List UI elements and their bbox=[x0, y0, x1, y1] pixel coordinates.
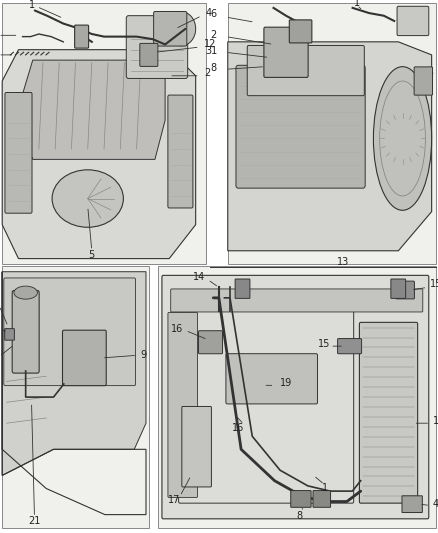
Text: 15: 15 bbox=[318, 340, 331, 349]
FancyBboxPatch shape bbox=[247, 45, 364, 96]
FancyBboxPatch shape bbox=[63, 330, 106, 386]
FancyBboxPatch shape bbox=[12, 290, 39, 373]
FancyBboxPatch shape bbox=[168, 95, 193, 208]
Text: 12: 12 bbox=[433, 416, 438, 426]
FancyBboxPatch shape bbox=[414, 67, 433, 95]
Bar bbox=[2, 266, 149, 528]
Text: 14: 14 bbox=[193, 272, 205, 282]
Text: 5: 5 bbox=[88, 249, 95, 260]
FancyBboxPatch shape bbox=[140, 43, 158, 67]
Text: 16: 16 bbox=[232, 423, 244, 433]
Ellipse shape bbox=[14, 286, 37, 299]
FancyBboxPatch shape bbox=[338, 338, 362, 354]
FancyBboxPatch shape bbox=[5, 329, 14, 340]
FancyBboxPatch shape bbox=[289, 20, 312, 43]
FancyBboxPatch shape bbox=[154, 12, 187, 46]
FancyBboxPatch shape bbox=[126, 15, 187, 78]
FancyBboxPatch shape bbox=[397, 6, 429, 36]
FancyBboxPatch shape bbox=[264, 27, 308, 77]
Text: 13: 13 bbox=[337, 257, 349, 267]
Polygon shape bbox=[23, 60, 165, 159]
FancyBboxPatch shape bbox=[396, 281, 414, 299]
Ellipse shape bbox=[52, 170, 124, 227]
Bar bbox=[158, 266, 436, 528]
Ellipse shape bbox=[373, 67, 431, 211]
Text: 17: 17 bbox=[168, 495, 180, 505]
Text: 16: 16 bbox=[171, 324, 183, 334]
FancyBboxPatch shape bbox=[168, 312, 198, 497]
Text: 8: 8 bbox=[297, 511, 303, 521]
Text: 19: 19 bbox=[280, 378, 292, 387]
Text: 15: 15 bbox=[430, 279, 438, 289]
Bar bbox=[228, 3, 436, 264]
Polygon shape bbox=[2, 272, 146, 475]
FancyBboxPatch shape bbox=[313, 490, 331, 507]
Ellipse shape bbox=[167, 12, 196, 46]
Text: 2: 2 bbox=[204, 68, 210, 78]
Bar bbox=[2, 3, 206, 264]
Text: 2: 2 bbox=[210, 30, 216, 41]
FancyBboxPatch shape bbox=[74, 25, 88, 48]
Text: 4: 4 bbox=[206, 8, 212, 18]
Polygon shape bbox=[2, 50, 196, 259]
Polygon shape bbox=[228, 42, 431, 251]
Text: 6: 6 bbox=[210, 10, 216, 19]
FancyBboxPatch shape bbox=[236, 65, 365, 188]
FancyBboxPatch shape bbox=[391, 279, 406, 298]
Text: 21: 21 bbox=[28, 516, 41, 526]
Text: 4: 4 bbox=[433, 499, 438, 508]
Text: 8: 8 bbox=[210, 63, 216, 73]
FancyBboxPatch shape bbox=[5, 93, 32, 213]
FancyBboxPatch shape bbox=[198, 330, 223, 354]
Text: 1: 1 bbox=[354, 0, 360, 8]
FancyBboxPatch shape bbox=[171, 289, 423, 312]
FancyBboxPatch shape bbox=[182, 407, 212, 487]
FancyBboxPatch shape bbox=[226, 354, 318, 404]
Text: 12: 12 bbox=[204, 39, 216, 50]
Text: 31: 31 bbox=[205, 46, 217, 56]
Text: 9: 9 bbox=[140, 350, 146, 360]
Text: 1: 1 bbox=[28, 1, 35, 10]
FancyBboxPatch shape bbox=[291, 490, 311, 507]
FancyBboxPatch shape bbox=[360, 322, 418, 503]
FancyBboxPatch shape bbox=[4, 278, 136, 386]
FancyBboxPatch shape bbox=[162, 276, 429, 519]
FancyBboxPatch shape bbox=[235, 279, 250, 298]
Text: 1: 1 bbox=[321, 483, 328, 494]
FancyBboxPatch shape bbox=[402, 496, 422, 513]
